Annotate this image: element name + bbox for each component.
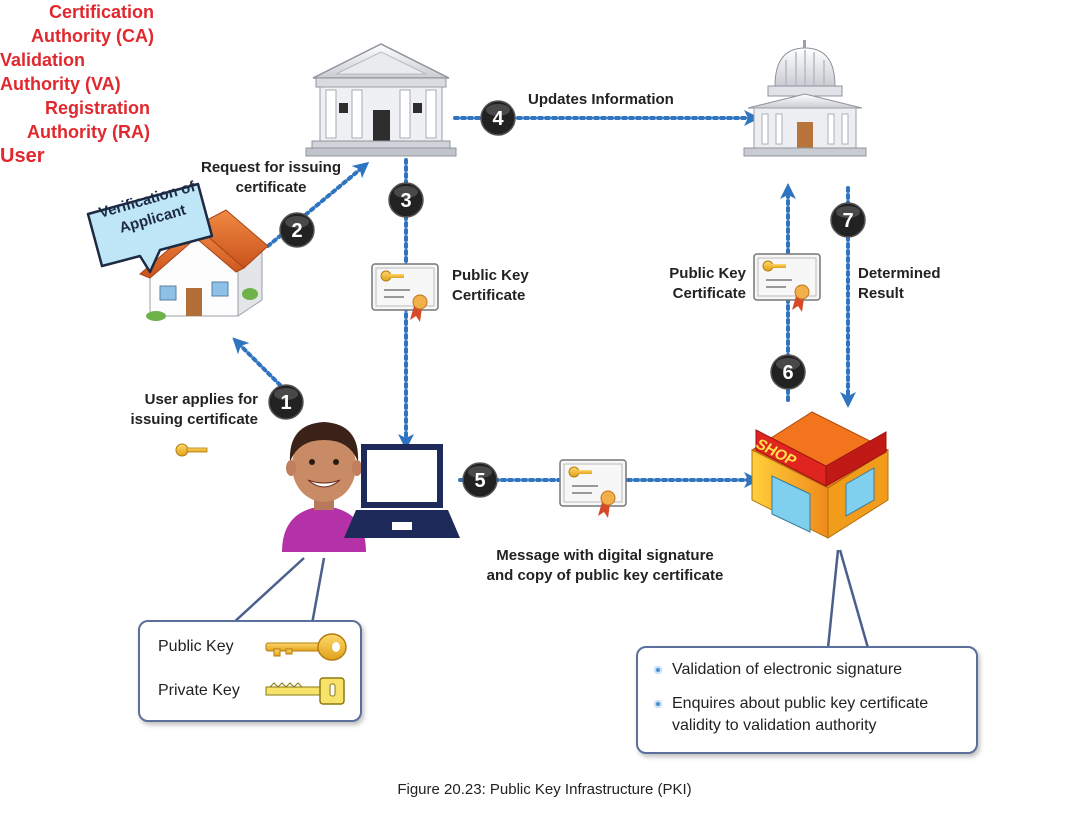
step-4-badge: 4 (480, 100, 516, 136)
callout-tails (231, 549, 870, 649)
step-number-text: 6 (782, 362, 793, 384)
laptop-icon (344, 444, 460, 538)
keys-callout-box: Public Key Private Key (138, 620, 362, 722)
shop-callout-item2-line1: Enquires about public key certificate (672, 695, 929, 712)
step2-line2: certificate (235, 179, 307, 196)
step3-label: Public Key Certificate (452, 266, 552, 306)
small-key-icon (175, 443, 208, 457)
step-number-text: 7 (842, 210, 853, 232)
shop-callout-item2: Enquires about public key certificate va… (654, 693, 928, 737)
step1-label: User applies for issuing certificate (126, 390, 258, 430)
ca-label-line1: Certification (48, 2, 154, 22)
private-key-icon (265, 677, 345, 705)
private-key-text: Private Key (158, 682, 240, 699)
step-5-badge: 5 (462, 462, 498, 498)
step-number-text: 3 (400, 190, 411, 212)
shop-callout-item1-text: Validation of electronic signature (672, 661, 903, 678)
certificate-icon-step3 (371, 263, 439, 322)
step-3-badge: 3 (388, 182, 424, 218)
verification-bubble (86, 182, 214, 274)
step-number-text: 4 (492, 108, 504, 130)
ra-label-line1: Registration (44, 98, 150, 118)
bullet-icon (654, 665, 662, 674)
figure-caption: Figure 20.23: Public Key Infrastructure … (397, 781, 692, 798)
step6-line1: Public Key (669, 265, 746, 282)
public-key-icon (265, 633, 347, 661)
shop-icon (750, 411, 890, 539)
step7-line2: Result (858, 285, 904, 302)
certificate-icon-step6 (753, 253, 821, 312)
ca-label-line2: Authority (CA) (31, 26, 154, 46)
ra-label: Registration Authority (RA) (0, 96, 150, 144)
ra-label-line2: Authority (RA) (27, 122, 150, 142)
step5-label: Message with digital signature and copy … (470, 546, 740, 586)
bullet-icon (654, 699, 662, 708)
step4-label: Updates Information (528, 91, 674, 108)
step5-line1: Message with digital signature (496, 547, 714, 564)
step5-line2: and copy of public key certificate (486, 567, 724, 584)
shop-callout-box: Validation of electronic signature Enqui… (636, 646, 978, 754)
step7-label: Determined Result (858, 264, 958, 304)
step6-line2: Certificate (672, 285, 746, 302)
user-avatar-icon (282, 422, 366, 552)
step-7-badge: 7 (830, 202, 866, 238)
shop-callout-item1: Validation of electronic signature (654, 661, 902, 679)
ca-label: Certification Authority (CA) (0, 0, 154, 48)
step7-line1: Determined (858, 265, 941, 282)
ra-house-icon (139, 209, 269, 321)
step-number-text: 1 (280, 392, 291, 414)
step3-line1: Public Key (452, 267, 529, 284)
step1-line2: issuing certificate (130, 411, 258, 428)
va-label: Validation Authority (VA) (0, 48, 140, 96)
step1-line1: User applies for (144, 391, 258, 408)
va-label-line1: Validation (0, 50, 86, 70)
step-number-text: 2 (291, 220, 302, 242)
step6-label: Public Key Certificate (646, 264, 746, 304)
step-number-text: 5 (474, 470, 485, 492)
public-key-text: Public Key (158, 638, 234, 655)
shop-callout-item2-line2: validity to validation authority (672, 717, 877, 734)
step-2-badge: 2 (279, 212, 315, 248)
step2-line1: Request for issuing (200, 159, 342, 176)
step2-label: Request for issuing certificate (196, 158, 346, 198)
certificate-icon-step5 (559, 459, 627, 518)
va-building-icon (743, 40, 867, 157)
step3-line2: Certificate (452, 287, 526, 304)
ca-building-icon (305, 43, 457, 157)
step-1-badge: 1 (268, 384, 304, 420)
user-label: User (0, 145, 45, 167)
va-label-line2: Authority (VA) (0, 74, 121, 94)
step-6-badge: 6 (770, 354, 806, 390)
